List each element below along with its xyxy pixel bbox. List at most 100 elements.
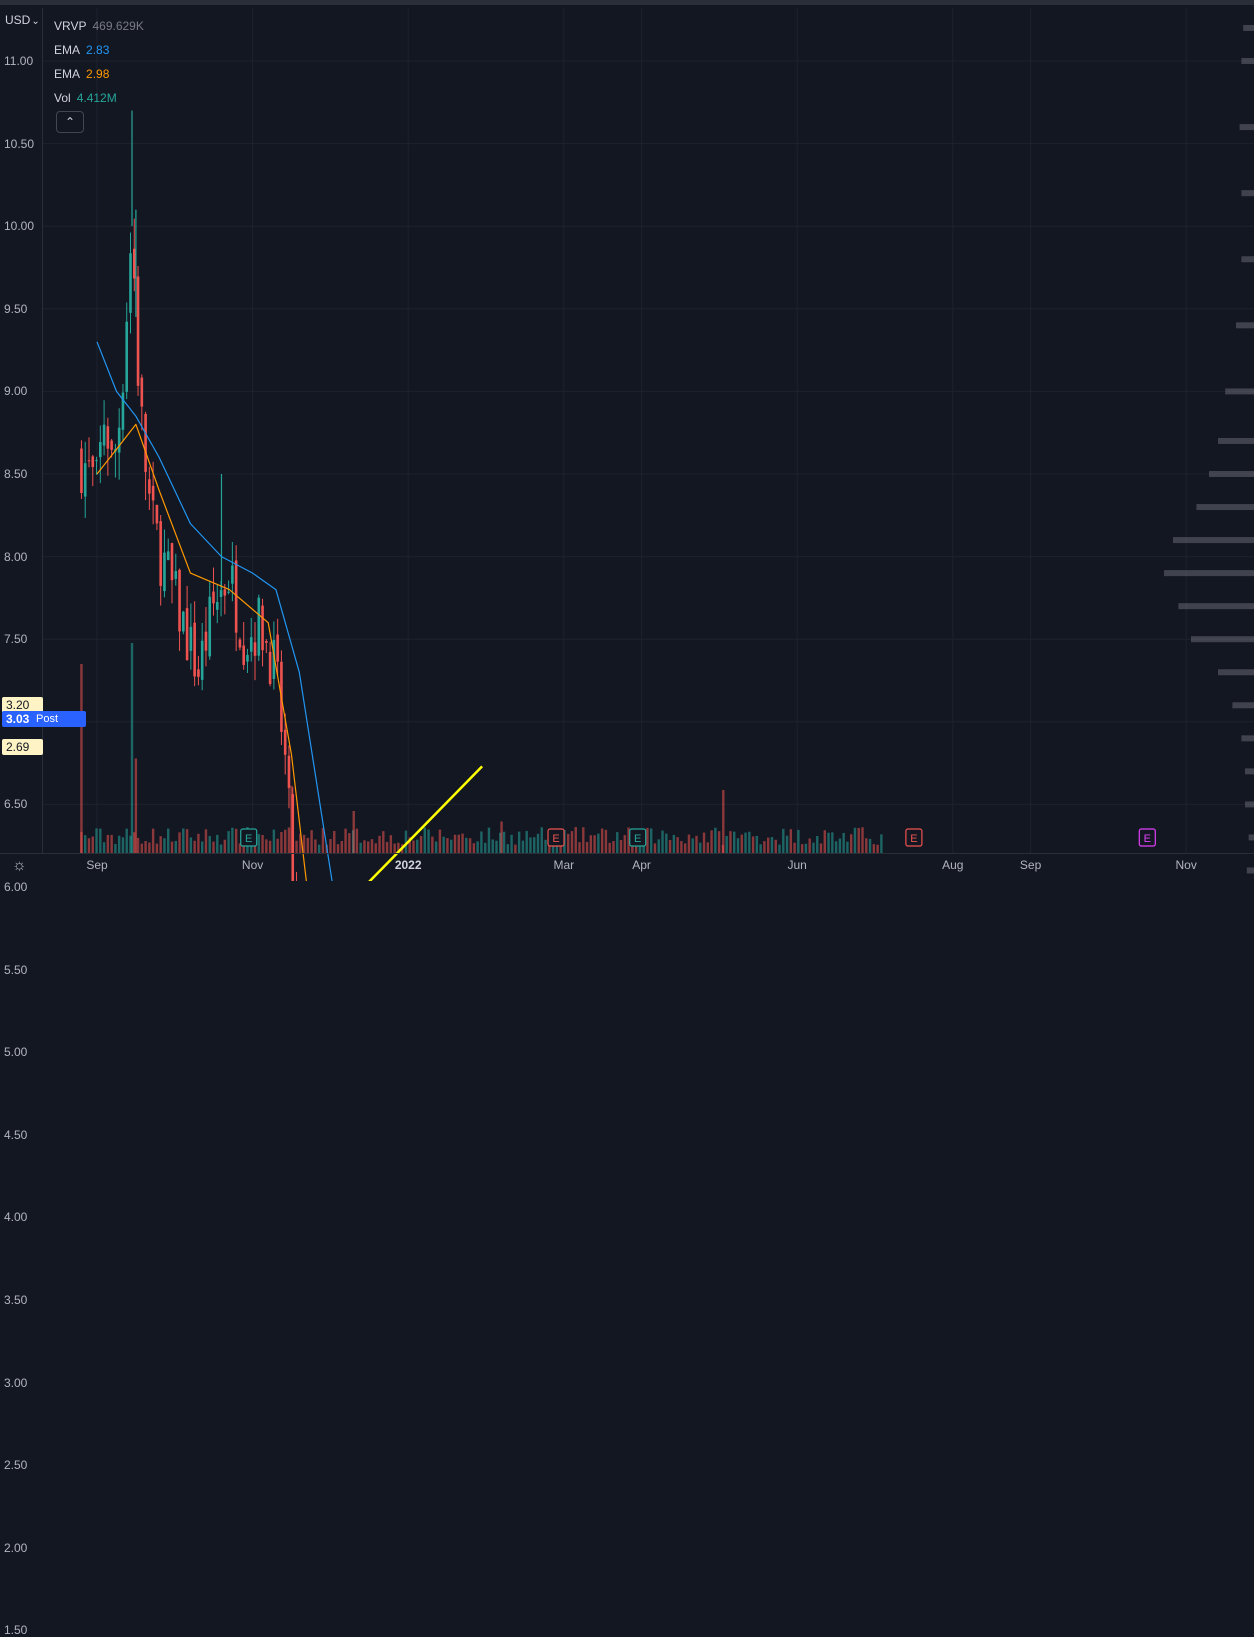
price-tick-label: 4.00	[4, 1210, 28, 1225]
price-tick-label: 10.00	[4, 219, 35, 234]
volume-bar	[510, 834, 513, 853]
volume-bar	[200, 841, 204, 853]
volume-bar	[789, 829, 793, 853]
earnings-marker[interactable]: E	[240, 828, 258, 847]
gear-icon[interactable]: ☼	[12, 857, 27, 874]
earnings-marker[interactable]: E	[547, 828, 565, 847]
volume-bar	[178, 832, 181, 853]
price-tick-label: 5.00	[4, 1045, 28, 1060]
volume-bar	[804, 843, 808, 853]
volume-bar	[476, 841, 479, 853]
volume-bar	[268, 840, 272, 853]
volume-bar	[242, 842, 245, 853]
volume-profile-bar	[1232, 702, 1254, 709]
volume-profile-bar	[1239, 124, 1254, 131]
volume-bar	[683, 843, 687, 853]
indicator-legend: VRVP 469.629K EMA 2.83 EMA 2.98 Vol 4.412M	[54, 14, 144, 110]
candle-body	[117, 427, 121, 453]
earnings-marker[interactable]: E	[1138, 828, 1156, 847]
volume-bar	[668, 840, 672, 853]
legend-ema-label: EMA	[54, 67, 81, 81]
legend-ema-slow[interactable]: EMA 2.98	[54, 62, 144, 86]
legend-vrvp[interactable]: VRVP 469.629K	[54, 14, 144, 38]
volume-profile-bar	[1225, 388, 1254, 395]
volume-profile-bar	[1246, 867, 1254, 874]
volume-bar	[525, 830, 528, 853]
volume-profile-bar	[1164, 570, 1254, 577]
earnings-marker-label: E	[245, 833, 252, 845]
volume-profile-bar	[1173, 537, 1254, 544]
volume-bar	[280, 832, 283, 853]
volume-bar	[253, 842, 257, 853]
candle-body	[291, 794, 295, 881]
volume-bar	[367, 841, 370, 853]
volume-bar	[95, 828, 98, 853]
candle-body	[197, 669, 200, 677]
volume-bar	[442, 836, 445, 853]
legend-volume[interactable]: Vol 4.412M	[54, 86, 144, 110]
price-tick-label: 6.50	[4, 797, 28, 812]
volume-bar	[740, 834, 743, 853]
volume-bar	[216, 834, 219, 853]
volume-bar	[193, 840, 196, 853]
volume-bar	[223, 839, 227, 853]
price-tick-label: 4.50	[4, 1127, 28, 1142]
volume-spike	[500, 821, 503, 853]
volume-bar	[733, 831, 736, 853]
volume-bar	[559, 844, 562, 853]
earnings-marker-box	[905, 828, 923, 847]
time-tick-label: Aug	[942, 858, 964, 872]
annotation-arrow	[368, 765, 484, 881]
volume-bar	[461, 833, 464, 853]
price-tick-label: 1.50	[4, 1623, 28, 1637]
earnings-marker-label: E	[1144, 833, 1151, 845]
price-tick-label: 5.50	[4, 962, 28, 977]
volume-bar	[404, 830, 408, 853]
earnings-marker[interactable]: E	[629, 828, 647, 847]
volume-bar	[619, 840, 623, 853]
candle-body	[238, 639, 242, 648]
volume-bar	[234, 828, 238, 853]
legend-ema-fast[interactable]: EMA 2.83	[54, 38, 144, 62]
candle-body	[121, 392, 125, 430]
volume-bar	[782, 828, 785, 853]
earnings-marker-label: E	[634, 833, 641, 845]
price-axis-separator	[42, 8, 43, 853]
volume-bar	[502, 831, 506, 853]
volume-bar	[578, 842, 581, 853]
volume-bar	[374, 843, 377, 853]
volume-bar	[687, 834, 691, 853]
volume-bar	[336, 844, 340, 853]
candle-body	[91, 456, 95, 467]
candle-body	[185, 608, 189, 660]
volume-bar	[189, 837, 193, 853]
candle-body	[102, 424, 106, 446]
earnings-marker[interactable]: E	[905, 828, 923, 847]
time-tick-label: Jun	[787, 858, 807, 872]
volume-bar	[276, 838, 279, 853]
candle-body	[163, 552, 166, 592]
volume-bar	[816, 835, 819, 853]
volume-bar	[446, 838, 449, 853]
volume-bar	[714, 827, 717, 853]
volume-bar	[600, 828, 604, 853]
candle-body	[106, 426, 110, 449]
volume-bar	[491, 839, 494, 853]
candle-body	[129, 253, 132, 313]
collapse-legend-button[interactable]: ⌃	[56, 111, 84, 133]
candle-body	[246, 654, 249, 662]
volume-bar	[876, 844, 879, 853]
candle-body	[99, 442, 102, 458]
candle-body	[125, 321, 129, 392]
volume-profile-bar	[1196, 504, 1254, 511]
price-tick-label: 8.50	[4, 467, 28, 481]
volume-bar	[212, 841, 215, 853]
volume-bar	[857, 827, 860, 853]
candle-body	[231, 565, 234, 584]
currency-selector[interactable]: USD⌄	[5, 13, 40, 27]
volume-profile-bar	[1218, 669, 1254, 676]
volume-bar	[427, 829, 430, 853]
price-tag-lower: 2.69	[2, 739, 43, 755]
